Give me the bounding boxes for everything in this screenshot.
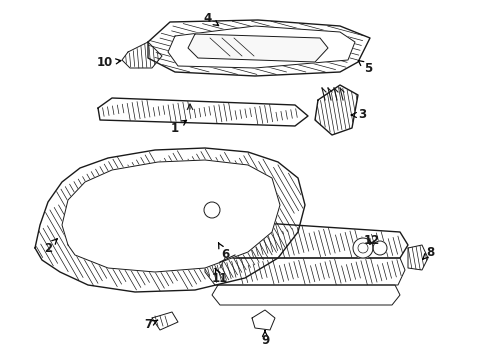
Text: 10: 10 bbox=[97, 57, 121, 69]
Polygon shape bbox=[200, 220, 408, 258]
Polygon shape bbox=[168, 26, 355, 68]
Text: 4: 4 bbox=[204, 12, 219, 26]
Polygon shape bbox=[188, 34, 328, 62]
Text: 2: 2 bbox=[44, 239, 57, 255]
Polygon shape bbox=[408, 245, 428, 270]
Polygon shape bbox=[122, 42, 162, 68]
Polygon shape bbox=[252, 310, 275, 330]
Text: 5: 5 bbox=[358, 60, 372, 75]
Polygon shape bbox=[205, 258, 405, 285]
Circle shape bbox=[373, 241, 387, 255]
Text: 6: 6 bbox=[219, 243, 229, 261]
Text: 7: 7 bbox=[144, 319, 157, 332]
Polygon shape bbox=[98, 98, 308, 126]
Text: 9: 9 bbox=[261, 330, 269, 346]
Polygon shape bbox=[212, 285, 400, 305]
Text: 11: 11 bbox=[212, 269, 228, 284]
Polygon shape bbox=[315, 85, 358, 135]
Polygon shape bbox=[152, 312, 178, 330]
Circle shape bbox=[353, 238, 373, 258]
Text: 1: 1 bbox=[171, 120, 187, 135]
Text: 12: 12 bbox=[364, 234, 380, 247]
Circle shape bbox=[204, 202, 220, 218]
Polygon shape bbox=[62, 160, 280, 272]
Polygon shape bbox=[148, 20, 370, 76]
Text: 3: 3 bbox=[351, 108, 366, 122]
Text: 8: 8 bbox=[423, 246, 434, 259]
Polygon shape bbox=[35, 148, 305, 292]
